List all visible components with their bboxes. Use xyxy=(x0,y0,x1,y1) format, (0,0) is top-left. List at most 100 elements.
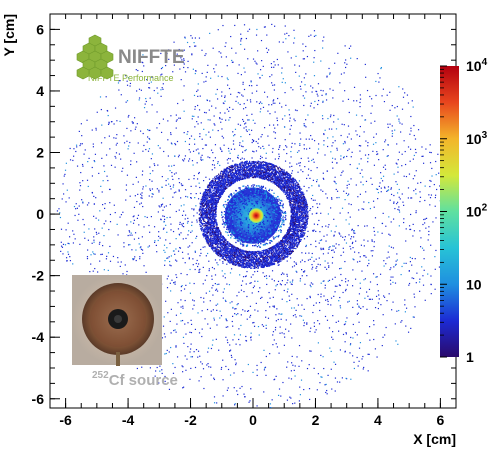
heatmap-cell xyxy=(80,123,82,125)
heatmap-cell xyxy=(270,66,273,68)
heatmap-cell xyxy=(69,256,71,258)
heatmap-cell xyxy=(299,226,302,228)
heatmap-cell xyxy=(270,263,272,265)
heatmap-cell xyxy=(339,349,341,351)
heatmap-cell xyxy=(293,29,295,31)
heatmap-cell xyxy=(188,230,190,232)
heatmap-cell xyxy=(212,181,214,183)
heatmap-cell xyxy=(310,350,312,352)
heatmap-cell xyxy=(123,135,125,137)
heatmap-cell xyxy=(259,111,261,113)
heatmap-cell xyxy=(254,122,256,124)
heatmap-cell xyxy=(66,189,68,191)
heatmap-cell xyxy=(250,332,252,334)
heatmap-cell xyxy=(284,160,287,162)
heatmap-cell xyxy=(204,227,206,229)
heatmap-cell xyxy=(212,190,214,192)
heatmap-cell xyxy=(286,146,288,148)
heatmap-cell xyxy=(140,202,143,204)
heatmap-cell xyxy=(262,256,264,259)
heatmap-cell xyxy=(317,143,320,145)
heatmap-cell xyxy=(362,208,365,210)
heatmap-cell xyxy=(282,248,284,250)
heatmap-cell xyxy=(248,119,250,121)
heatmap-cell xyxy=(181,184,183,187)
heatmap-cell xyxy=(373,241,375,243)
heatmap-cell xyxy=(224,277,226,279)
heatmap-cell xyxy=(312,229,314,232)
heatmap-cell xyxy=(305,215,307,217)
heatmap-cell xyxy=(306,177,308,180)
heatmap-cell xyxy=(381,232,383,234)
heatmap-cell xyxy=(75,208,77,210)
heatmap-cell xyxy=(331,197,333,199)
heatmap-cell xyxy=(253,321,255,324)
heatmap-cell xyxy=(205,176,207,178)
heatmap-cell xyxy=(348,223,350,225)
heatmap-cell xyxy=(295,234,297,236)
heatmap-cell xyxy=(185,195,187,198)
heatmap-cell xyxy=(261,296,263,298)
heatmap-cell xyxy=(278,254,280,256)
heatmap-cell xyxy=(290,234,293,237)
heatmap-cell xyxy=(129,234,131,236)
heatmap-cell xyxy=(411,277,413,279)
heatmap-cell xyxy=(212,239,215,242)
heatmap-cell xyxy=(279,332,281,334)
heatmap-cell xyxy=(292,193,294,196)
heatmap-cell xyxy=(373,206,375,208)
heatmap-cell xyxy=(288,114,291,116)
heatmap-cell xyxy=(273,339,275,341)
heatmap-cell xyxy=(249,316,251,318)
heatmap-cell xyxy=(343,124,345,126)
heatmap-cell xyxy=(202,232,204,235)
heatmap-cell xyxy=(132,259,134,261)
heatmap-cell xyxy=(159,365,161,367)
heatmap-cell xyxy=(135,176,137,178)
heatmap-cell xyxy=(396,203,398,205)
heatmap-cell xyxy=(367,295,369,297)
heatmap-cell xyxy=(160,219,162,221)
heatmap-cell xyxy=(235,52,237,54)
heatmap-cell xyxy=(223,188,225,190)
heatmap-cell xyxy=(261,324,263,326)
heatmap-cell xyxy=(141,197,143,199)
heatmap-cell xyxy=(396,105,398,108)
heatmap-cell xyxy=(269,403,272,405)
heatmap-cell xyxy=(337,320,340,322)
heatmap-cell xyxy=(360,158,362,160)
heatmap-cell xyxy=(345,333,347,335)
heatmap-cell xyxy=(315,267,317,269)
heatmap-cell xyxy=(239,334,242,336)
heatmap-cell xyxy=(345,332,347,334)
heatmap-cell xyxy=(233,387,235,389)
heatmap-cell xyxy=(204,191,206,193)
heatmap-cell xyxy=(298,365,300,367)
heatmap-cell xyxy=(234,404,236,406)
heatmap-cell xyxy=(206,205,208,207)
heatmap-cell xyxy=(145,100,147,103)
heatmap-cell xyxy=(284,249,286,251)
heatmap-cell xyxy=(343,72,345,74)
heatmap-cell xyxy=(318,301,321,304)
heatmap-cell xyxy=(125,101,127,103)
heatmap-cell xyxy=(373,245,375,248)
heatmap-cell xyxy=(222,275,224,277)
heatmap-cell xyxy=(223,243,225,245)
heatmap-cell xyxy=(128,114,130,117)
heatmap-cell xyxy=(158,382,160,384)
heatmap-cell xyxy=(131,121,133,123)
heatmap-cell xyxy=(345,192,348,194)
heatmap-cell xyxy=(210,246,212,248)
heatmap-cell xyxy=(250,101,252,103)
heatmap-cell xyxy=(295,71,297,73)
heatmap-cell xyxy=(326,389,328,392)
heatmap-cell xyxy=(82,201,84,203)
heatmap-cell xyxy=(333,180,335,182)
heatmap-cell xyxy=(202,199,205,202)
heatmap-cell xyxy=(329,116,332,118)
heatmap-cell xyxy=(181,365,183,367)
heatmap-cell xyxy=(112,255,115,258)
heatmap-cell xyxy=(204,194,206,197)
heatmap-cell xyxy=(252,176,254,179)
